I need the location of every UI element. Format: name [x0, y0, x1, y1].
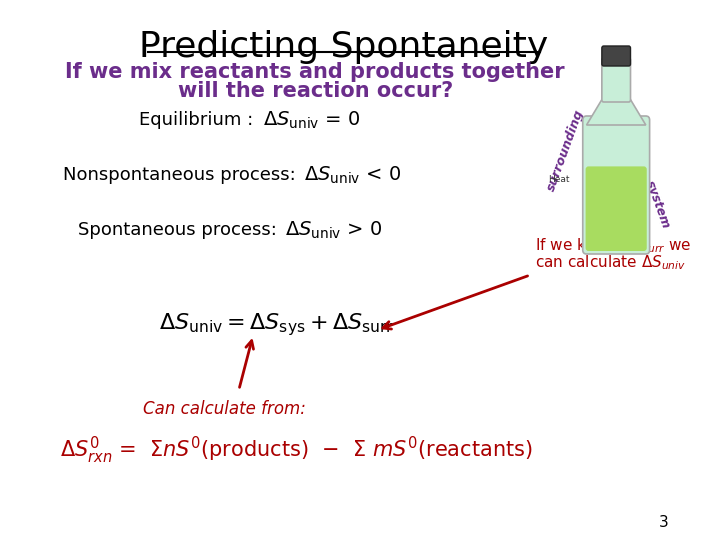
Text: Can calculate from:: Can calculate from: [143, 400, 306, 418]
Text: $\Delta S_{\mathrm{univ}} = \Delta S_{\mathrm{sys}} + \Delta S_{\mathrm{surr}}$: $\Delta S_{\mathrm{univ}} = \Delta S_{\m… [159, 312, 395, 339]
Text: If we know $\Delta S_{surr}$ we: If we know $\Delta S_{surr}$ we [535, 237, 691, 255]
FancyBboxPatch shape [585, 166, 647, 251]
Text: Predicting Spontaneity: Predicting Spontaneity [139, 30, 549, 64]
Text: $\Delta S_{\mathrm{univ}}$ < 0: $\Delta S_{\mathrm{univ}}$ < 0 [304, 164, 401, 186]
Text: Nonspontaneous process:: Nonspontaneous process: [63, 166, 296, 184]
Text: Heat: Heat [548, 176, 570, 185]
Text: Equilibrium :: Equilibrium : [139, 111, 253, 129]
Text: $\Delta S_{\mathrm{univ}}$ > 0: $\Delta S_{\mathrm{univ}}$ > 0 [284, 219, 382, 241]
Text: Spontaneous process:: Spontaneous process: [78, 221, 277, 239]
Text: If we mix reactants and products together: If we mix reactants and products togethe… [66, 62, 565, 82]
Text: $\Delta S^0_{rxn}$ =  $\Sigma nS^0$(products)  $-$  $\Sigma$ $mS^0$(reactants): $\Delta S^0_{rxn}$ = $\Sigma nS^0$(produ… [60, 434, 533, 465]
Text: system: system [642, 179, 672, 231]
Polygon shape [587, 98, 646, 125]
FancyBboxPatch shape [602, 58, 631, 102]
FancyBboxPatch shape [582, 116, 649, 254]
Text: can calculate $\Delta S_{univ}$: can calculate $\Delta S_{univ}$ [535, 253, 686, 272]
Text: surrounding: surrounding [545, 107, 586, 193]
Text: $\Delta S_{\mathrm{univ}}$ = 0: $\Delta S_{\mathrm{univ}}$ = 0 [263, 109, 360, 131]
Text: will the reaction occur?: will the reaction occur? [178, 81, 453, 101]
Text: 3: 3 [659, 515, 669, 530]
FancyBboxPatch shape [602, 46, 631, 66]
